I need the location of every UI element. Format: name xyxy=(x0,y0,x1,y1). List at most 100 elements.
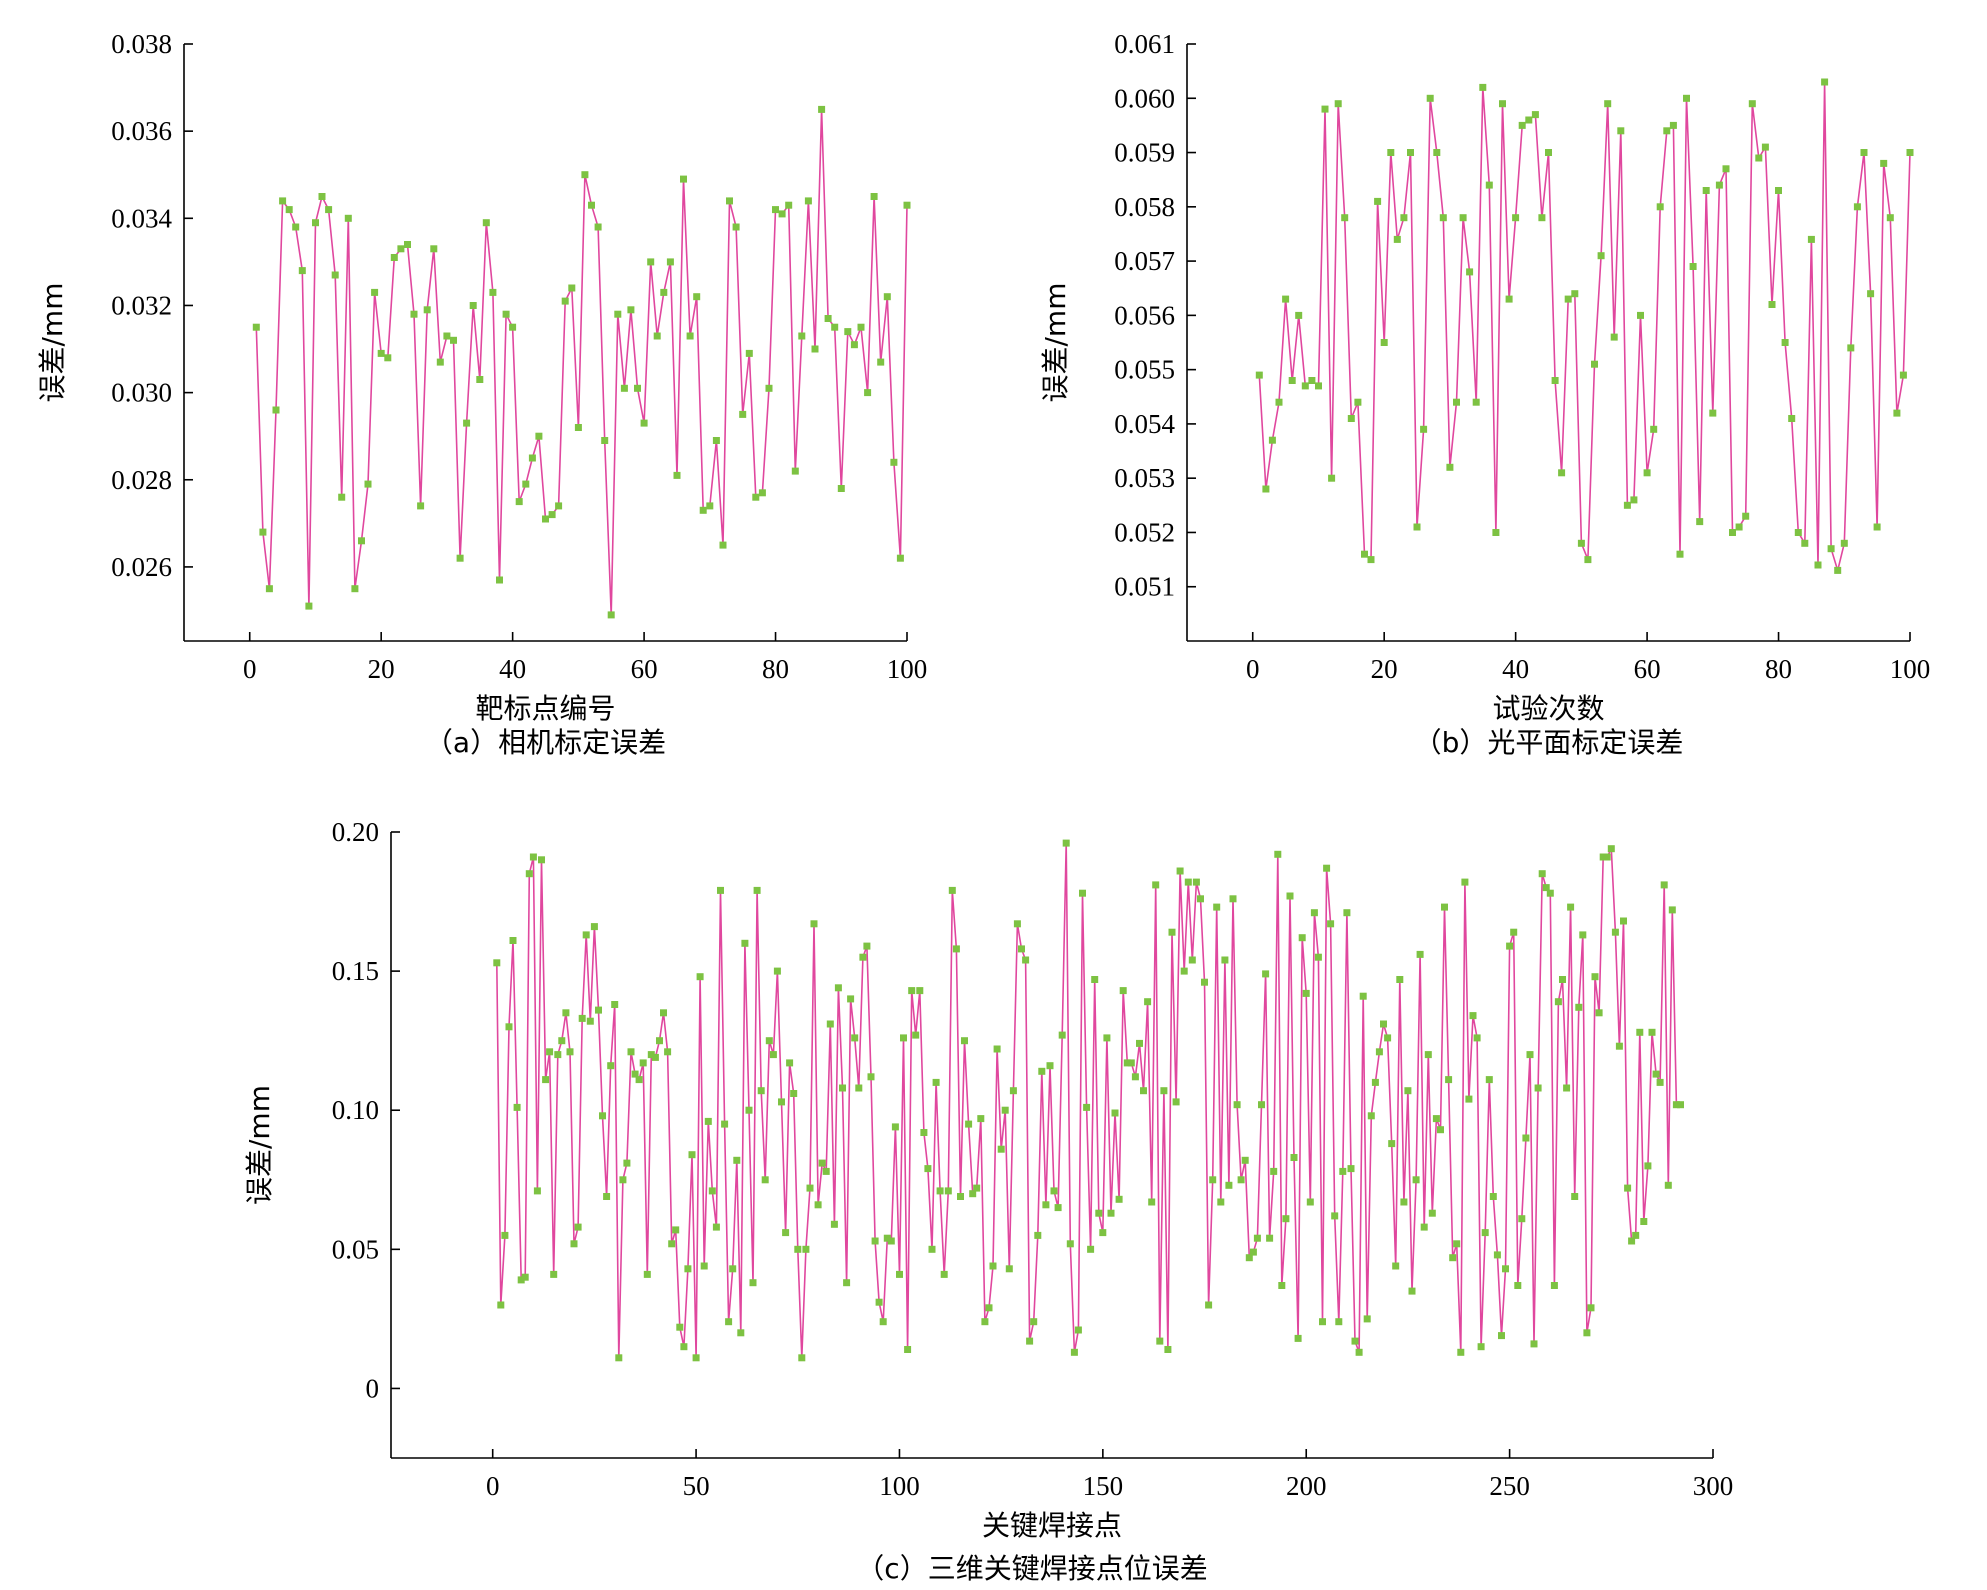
panel-c-data-point xyxy=(1453,1240,1461,1248)
panel-b-data-point xyxy=(1433,149,1441,156)
panel-c-data-point xyxy=(834,984,842,992)
panel-a-data-point xyxy=(837,485,845,492)
panel-c-data-point xyxy=(1221,956,1229,964)
panel-b-data-point xyxy=(1788,415,1796,422)
panel-a-data-point xyxy=(509,323,517,331)
panel-a-data-point xyxy=(482,219,490,227)
panel-a-data-point xyxy=(259,528,267,536)
panel-b-y-tick-label: 0.051 xyxy=(1114,572,1175,602)
panel-c-data-point xyxy=(1371,1078,1379,1086)
panel-a-data-point xyxy=(515,498,523,506)
panel-c-data-point xyxy=(1197,895,1204,903)
panel-c-data-point xyxy=(896,1270,903,1278)
panel-b-data-point xyxy=(1367,556,1375,564)
panel-c-data-point xyxy=(619,1176,627,1184)
panel-b-data-point xyxy=(1807,235,1815,243)
panel-c-data-point xyxy=(688,1151,696,1159)
panel-b-data-point xyxy=(1262,485,1270,493)
panel-c-data-point xyxy=(863,942,871,950)
panel-c-data-point xyxy=(1437,1126,1444,1134)
panel-c-data-point xyxy=(497,1301,505,1309)
panel-c-data-point xyxy=(810,920,818,928)
panel-c-x-axis-label: 关键焊接点 xyxy=(982,1509,1122,1542)
panel-c-data-point xyxy=(708,1187,716,1195)
panel-c-data-point xyxy=(1262,970,1270,978)
panel-c-data-point xyxy=(1522,1134,1530,1142)
panel-b-data-point xyxy=(1755,154,1763,162)
panel-c-data-point xyxy=(891,1123,899,1131)
panel-b-data-point xyxy=(1617,127,1625,135)
panel-a-data-point xyxy=(765,384,773,392)
panel-c-data-point xyxy=(745,1106,753,1114)
panel-c-data-point xyxy=(1392,1262,1400,1270)
panel-c-data-point xyxy=(1123,1059,1131,1067)
panel-a-data-point xyxy=(870,193,878,200)
panel-b-data-point xyxy=(1853,203,1861,211)
panel-b-data-point xyxy=(1597,252,1605,260)
panel-c-data-point xyxy=(1550,1282,1558,1289)
panel-c-data-point xyxy=(574,1223,582,1231)
panel-c-data-point xyxy=(989,1262,997,1270)
panel-c-data-point xyxy=(1302,989,1310,997)
panel-c-data-point xyxy=(1103,1034,1111,1042)
panel-b-x-tick-label: 60 xyxy=(1634,654,1661,684)
panel-c-data-point xyxy=(1005,1265,1013,1273)
panel-c-data-point xyxy=(773,967,781,975)
panel-a-data-point xyxy=(417,502,425,510)
panel-b-data-point xyxy=(1374,197,1382,205)
panel-b-data-point xyxy=(1821,78,1829,86)
panel-b-y-tick-label: 0.054 xyxy=(1114,409,1175,439)
panel-b-data-point xyxy=(1426,94,1434,102)
panel-a-data-point xyxy=(660,288,668,296)
panel-c-data-point xyxy=(1518,1215,1526,1223)
panel-c-data-point xyxy=(1648,1028,1656,1036)
panel-b-data-point xyxy=(1834,566,1842,574)
panel-c-data-point xyxy=(1050,1187,1058,1195)
panel-c-data-point xyxy=(1591,973,1599,981)
panel-c-data-point xyxy=(1266,1234,1274,1242)
panel-c-data-point xyxy=(1058,1031,1066,1039)
panel-c-data-point xyxy=(818,1159,826,1167)
panel-b-data-point xyxy=(1899,371,1907,379)
panel-c-data-point xyxy=(1571,1193,1579,1200)
panel-a-data-point xyxy=(469,302,477,309)
panel-c-data-point xyxy=(1290,1154,1298,1161)
panel-c-data-point xyxy=(1441,903,1448,911)
panel-b-y-tick-label: 0.052 xyxy=(1114,517,1175,547)
panel-c-data-point xyxy=(712,1223,720,1231)
panel-c-data-point xyxy=(1514,1282,1522,1289)
panel-c-data-point xyxy=(765,1037,773,1045)
panel-c-data-point xyxy=(562,1009,570,1017)
panel-c-data-point xyxy=(1009,1087,1017,1095)
panel-b-data-point xyxy=(1400,214,1408,222)
panel-b-data-point xyxy=(1282,295,1290,303)
panel-c-data-point xyxy=(1603,853,1611,861)
panel-c-data-point xyxy=(578,1014,586,1022)
panel-b-data-point xyxy=(1689,263,1697,270)
panel-c-data-point xyxy=(558,1037,566,1045)
panel-c-data-point xyxy=(1595,1009,1603,1017)
panel-c-data-point xyxy=(1636,1028,1644,1036)
panel-c-data-point xyxy=(1237,1176,1245,1184)
panel-a-data-point xyxy=(358,537,365,545)
panel-c-data-point xyxy=(1420,1223,1428,1231)
panel-b-data-point xyxy=(1761,143,1769,151)
panel-c-data-point xyxy=(985,1304,993,1312)
panel-b-data-point xyxy=(1630,496,1638,504)
panel-b-y-tick-label: 0.057 xyxy=(1114,246,1175,276)
panel-a-data-point xyxy=(568,284,576,292)
panel-a-data-point xyxy=(489,288,497,296)
panel-a-y-tick-label: 0.036 xyxy=(111,116,172,146)
panel-a-data-point xyxy=(758,489,766,497)
panel-b-data-point xyxy=(1847,344,1855,352)
panel-b-data-point xyxy=(1558,469,1566,477)
panel-c-data-point xyxy=(1498,1332,1505,1340)
panel-c-data-point xyxy=(1583,1329,1591,1337)
panel-a-data-point xyxy=(896,554,904,562)
panel-b-data-point xyxy=(1564,295,1572,303)
panel-c-data-point xyxy=(1473,1034,1481,1042)
panel-b-data-point xyxy=(1873,523,1881,531)
panel-c-data-point xyxy=(1062,839,1070,847)
panel-a-x-tick-label: 40 xyxy=(499,654,526,684)
panel-b-data-point xyxy=(1328,474,1336,482)
